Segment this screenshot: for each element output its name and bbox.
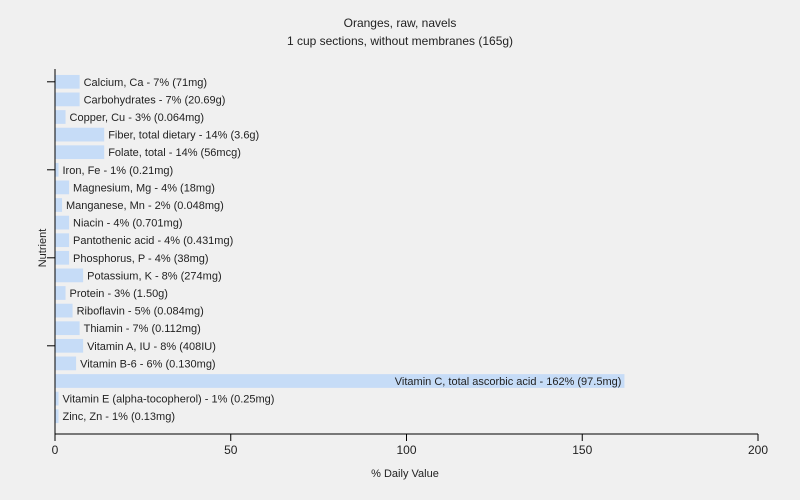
bar-label: Magnesium, Mg - 4% (18mg) — [73, 182, 215, 194]
x-axis-label: % Daily Value — [371, 468, 439, 480]
bar — [55, 74, 80, 89]
bar-label: Thiamin - 7% (0.112mg) — [84, 323, 201, 335]
bar-label: Zinc, Zn - 1% (0.13mg) — [63, 411, 175, 423]
bar-label: Copper, Cu - 3% (0.064mg) — [70, 112, 205, 124]
bars-group: Calcium, Ca - 7% (71mg) Carbohydrates - 7… — [55, 74, 625, 424]
x-tick-label: 100 — [396, 443, 416, 457]
bar-label: Protein - 3% (1.50g) — [70, 288, 168, 300]
bar — [55, 145, 105, 160]
bar — [55, 321, 80, 336]
bar-label: Iron, Fe - 1% (0.21mg) — [63, 165, 174, 177]
bar — [55, 215, 70, 230]
bar — [55, 198, 63, 212]
bar-label: Calcium, Ca - 7% (71mg) — [84, 77, 207, 89]
x-tick-label: 0 — [52, 443, 59, 457]
axes-group: 0 50 100 150 200 — [47, 69, 768, 457]
bar — [55, 162, 59, 177]
bar-label: Vitamin E (alpha-tocopherol) - 1% (0.25m… — [63, 394, 275, 406]
bar — [55, 286, 66, 300]
bar — [55, 127, 105, 142]
bar-label: Vitamin A, IU - 8% (408IU) — [87, 341, 216, 353]
bar-label: Manganese, Mn - 2% (0.048mg) — [66, 200, 224, 212]
bar-label: Fiber, total dietary - 14% (3.6g) — [108, 130, 259, 142]
bar — [55, 303, 73, 318]
bar-label: Folate, total - 14% (56mcg) — [108, 147, 241, 159]
bar-label: Riboflavin - 5% (0.084mg) — [77, 306, 204, 318]
bar-label: Potassium, K - 8% (274mg) — [87, 270, 222, 282]
bar-label: Vitamin B-6 - 6% (0.130mg) — [80, 358, 216, 370]
bar — [55, 391, 59, 406]
bar — [55, 233, 70, 248]
bar — [55, 250, 70, 265]
x-tick-label: 200 — [748, 443, 768, 457]
bar-label: Carbohydrates - 7% (20.69g) — [84, 94, 226, 106]
chart-subtitle: 1 cup sections, without membranes (165g) — [287, 34, 513, 48]
bar — [55, 268, 84, 283]
bar-label: Vitamin C, total ascorbic acid - 162% (9… — [395, 376, 622, 388]
chart-title: Oranges, raw, navels — [344, 16, 457, 30]
bar — [55, 338, 84, 353]
bar — [55, 180, 70, 195]
bar-label: Niacin - 4% (0.701mg) — [73, 218, 182, 230]
bar — [55, 356, 77, 371]
x-tick-label: 150 — [572, 443, 592, 457]
bar-label: Pantothenic acid - 4% (0.431mg) — [73, 235, 233, 247]
y-axis-label: Nutrient — [37, 229, 49, 268]
bar — [55, 110, 66, 124]
x-tick-label: 50 — [224, 443, 238, 457]
bar-label: Phosphorus, P - 4% (38mg) — [73, 253, 209, 265]
bar — [55, 92, 80, 107]
bar — [55, 409, 59, 424]
bar — [55, 374, 625, 388]
